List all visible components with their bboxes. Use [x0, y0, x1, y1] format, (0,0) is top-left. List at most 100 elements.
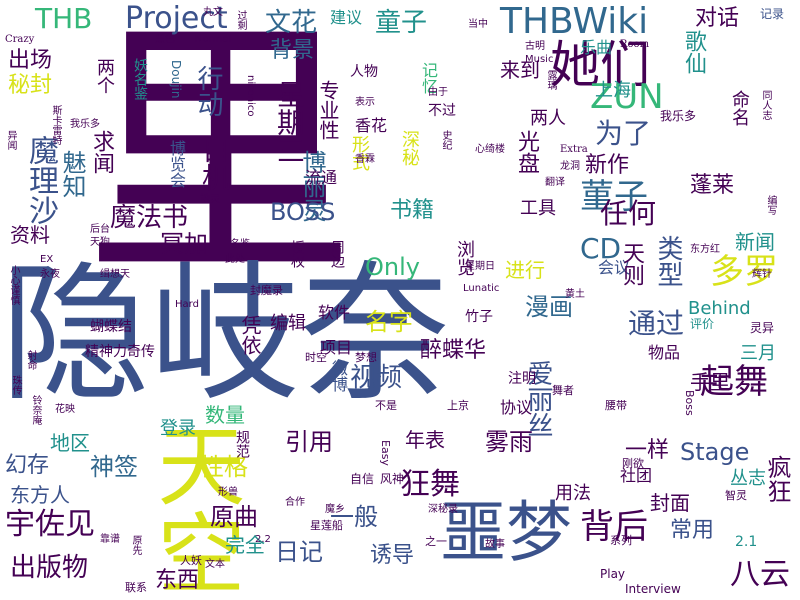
word: 形式: [349, 135, 370, 171]
word: 灵异: [750, 321, 775, 335]
word: 博丽灵: [298, 150, 326, 222]
word: 史纪: [440, 130, 451, 150]
word: 浏览: [454, 240, 475, 276]
word: THBWiki: [500, 1, 649, 42]
word: ZUN: [590, 77, 664, 117]
word: 时空: [305, 351, 327, 364]
word: 地区: [50, 431, 90, 455]
word: 斯卡雷特: [50, 105, 61, 145]
word: 为了: [595, 117, 652, 150]
word: 后台: [90, 224, 110, 235]
word: 里: [38, 10, 353, 280]
word: 小心谨慎: [8, 265, 19, 305]
word: 规范: [234, 430, 250, 458]
word: 同人志: [760, 90, 771, 120]
word: 形兽: [218, 487, 238, 498]
word: 两个: [94, 58, 115, 94]
word: 黑色: [155, 34, 175, 45]
word: 由于: [428, 87, 448, 98]
word: 舞者: [552, 384, 574, 397]
word: 香花: [355, 116, 388, 135]
word: THB: [35, 2, 93, 35]
word: 腰带: [605, 399, 627, 412]
word: 对话: [695, 6, 740, 31]
word: 软件: [318, 303, 351, 322]
word: 周边: [329, 240, 345, 268]
word: 乐曲: [580, 38, 613, 57]
word: 歌仙: [681, 30, 706, 74]
word: 名鉴: [230, 239, 250, 250]
word: 书籍: [390, 198, 435, 223]
word: 工具: [520, 198, 556, 219]
word: 文本: [205, 559, 225, 570]
word: 进行: [505, 258, 545, 282]
word: 手里: [690, 370, 730, 394]
word: 系列: [610, 534, 632, 547]
word: 登录: [160, 418, 196, 439]
word: 数量: [205, 403, 245, 427]
word: 一般: [330, 503, 378, 531]
word: 2.1: [735, 534, 758, 550]
word: 地灵: [200, 194, 220, 205]
word: 编辑: [270, 313, 306, 334]
word: 三月: [740, 343, 776, 364]
word: 一样: [625, 438, 670, 463]
word: 丸文: [203, 7, 223, 18]
word: 用法: [555, 483, 591, 504]
word: 深秘: [399, 130, 420, 166]
word: 类型: [653, 235, 683, 287]
word: 年表: [405, 428, 445, 452]
word: Boss: [683, 390, 696, 416]
word: 流通: [305, 168, 338, 187]
word: 记忆: [419, 62, 438, 94]
word: Stage: [680, 438, 750, 466]
word: 魔理沙: [23, 135, 58, 225]
word: 注明: [508, 371, 536, 387]
word: 缉想天: [100, 269, 130, 280]
word: Room: [620, 39, 650, 50]
word: 梦想: [355, 351, 377, 364]
word: 古明: [525, 41, 545, 52]
word: Project: [125, 1, 228, 36]
word: 社团: [620, 466, 653, 485]
word: 常用: [670, 518, 715, 543]
word: 人妖: [180, 554, 202, 567]
word: 菫子: [580, 177, 648, 217]
word: Hard: [175, 299, 199, 310]
word: 编写: [765, 195, 776, 215]
word: 我乐多: [70, 119, 100, 130]
word: 表示: [355, 97, 375, 108]
word: 东西: [155, 568, 200, 593]
word: 新作: [585, 153, 630, 178]
word: 微博: [329, 360, 348, 392]
word: 蓬莱: [690, 173, 735, 198]
word: 我乐多: [660, 109, 697, 123]
word: 妖名鉴: [132, 58, 148, 100]
word: 光盘: [514, 130, 539, 174]
word: 天则: [619, 242, 644, 286]
word: 魔乡: [325, 504, 345, 515]
word: 博览会: [167, 140, 186, 188]
word: niconico: [245, 75, 256, 117]
word: 评价: [690, 317, 715, 331]
word: 人物: [350, 64, 378, 80]
word: 雾雨: [485, 428, 533, 456]
word: 秘封: [8, 73, 53, 98]
word: 出场: [8, 48, 53, 73]
word: 之一: [425, 535, 447, 548]
word: Behind: [688, 298, 751, 319]
word: 自机: [198, 135, 231, 191]
word: 新闻: [735, 230, 775, 254]
word: 星期三: [273, 80, 306, 164]
word: 八云: [730, 557, 790, 592]
word: 心绮楼: [475, 144, 505, 155]
word: 资料: [10, 223, 50, 247]
word: 自信: [350, 472, 375, 486]
word: 童子: [375, 8, 428, 38]
word: 魅知: [58, 150, 86, 198]
word: Normal: [195, 34, 232, 45]
word: 专业性: [316, 80, 340, 140]
word: Crazy: [5, 34, 35, 45]
word: 多罗: [710, 252, 778, 292]
word: 两人: [530, 108, 566, 129]
